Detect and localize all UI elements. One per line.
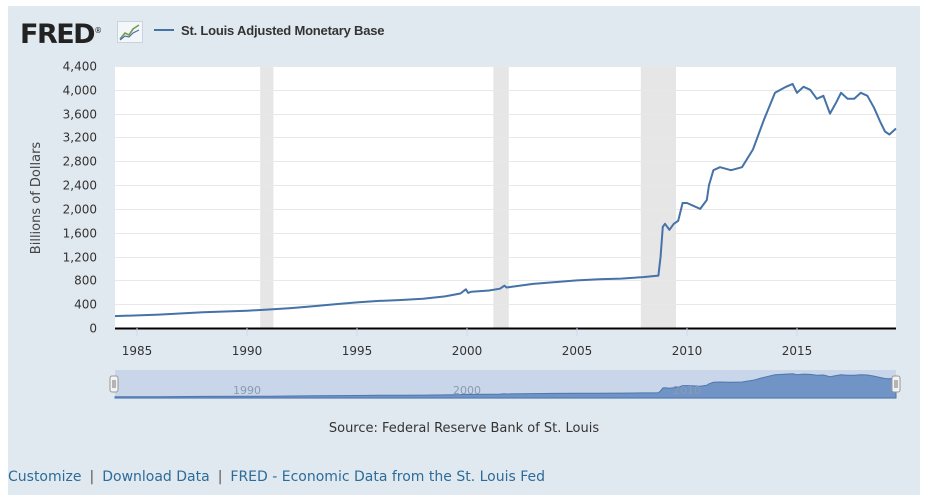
y-tick-label: 3,600: [63, 108, 97, 122]
navigator-right-handle[interactable]: [891, 375, 901, 393]
download-data-link[interactable]: Download Data: [102, 469, 210, 485]
x-tick-label: 1985: [122, 344, 153, 358]
y-tick-label: 4,000: [63, 84, 97, 98]
recession-bands: [260, 66, 676, 328]
y-tick-label: 1,200: [63, 251, 97, 265]
chart-trend-icon: [117, 21, 143, 43]
y-tick-label: 1,600: [63, 227, 97, 241]
y-tick-label: 800: [74, 274, 97, 288]
footer-separator: |: [217, 469, 223, 485]
navigator-label: 1990: [233, 384, 261, 397]
x-tick-label: 2000: [452, 344, 483, 358]
recession-band: [493, 66, 509, 328]
x-axis-ticks: 1985 1990 1995 2000 2005 2010 2015: [122, 328, 813, 358]
source-note: Source: Federal Reserve Bank of St. Loui…: [328, 421, 600, 436]
navigator-labels: 1990 2000 2010: [233, 384, 701, 397]
logo-text: FRED: [20, 19, 96, 50]
fred-home-link[interactable]: FRED - Economic Data from the St. Louis …: [230, 469, 546, 485]
y-axis-ticks: 0 400 800 1,200 1,600 2,000 2,400 2,800 3,200 3,6…: [63, 60, 97, 336]
x-tick-label: 1990: [232, 344, 263, 358]
y-tick-label: 3,200: [63, 131, 97, 145]
navigator-left-handle[interactable]: [109, 375, 119, 393]
y-tick-label: 0: [89, 322, 97, 336]
series-layer: [114, 82, 897, 318]
y-axis-label: Billions of Dollars: [29, 142, 44, 255]
fred-logo[interactable]: FRED®: [20, 16, 102, 50]
x-tick-label: 2015: [782, 344, 813, 358]
y-tick-label: 2,400: [63, 179, 97, 193]
legend-series-label: St. Louis Adjusted Monetary Base: [181, 22, 385, 38]
legend: St. Louis Adjusted Monetary Base: [154, 22, 385, 38]
registered-mark: ®: [94, 26, 102, 35]
gridlines: [115, 66, 896, 305]
recession-band: [640, 66, 676, 328]
x-tick-label: 2010: [672, 344, 703, 358]
range-navigator[interactable]: 1990 2000 2010: [109, 370, 901, 399]
navigator-label: 2010: [673, 384, 701, 397]
footer-separator: |: [89, 469, 95, 485]
y-tick-label: 4,400: [63, 60, 97, 74]
y-tick-label: 2,000: [63, 203, 97, 217]
x-tick-label: 1995: [342, 344, 373, 358]
navigator-series-area: [114, 373, 897, 399]
y-tick-label: 400: [74, 298, 97, 312]
customize-link[interactable]: Customize: [8, 469, 82, 485]
x-tick-label: 2005: [562, 344, 593, 358]
legend-line-swatch: [154, 29, 174, 31]
y-tick-label: 2,800: [63, 155, 97, 169]
navigator-label: 2000: [453, 384, 481, 397]
recession-band: [260, 66, 274, 328]
series-line: [114, 82, 897, 318]
footer-links: Customize | Download Data | FRED - Economic …: [8, 469, 545, 485]
